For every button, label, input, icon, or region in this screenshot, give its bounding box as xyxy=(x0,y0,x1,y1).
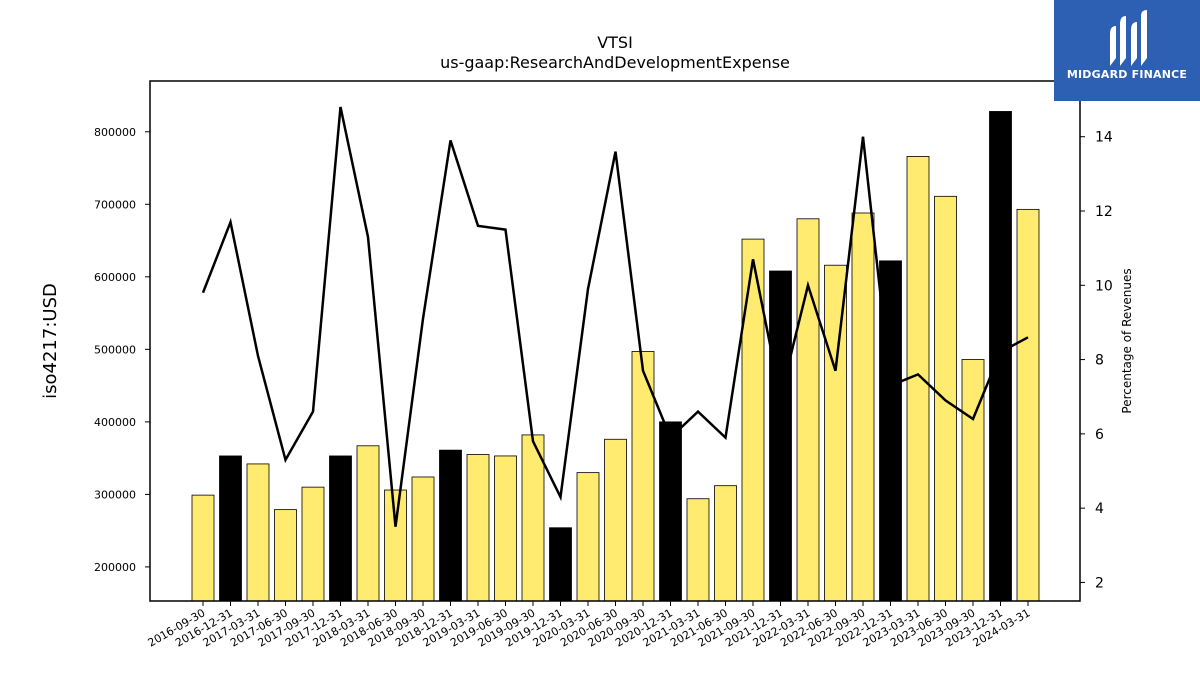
bar-2018-09-30 xyxy=(411,476,435,602)
y-tick-label: 500000 xyxy=(94,343,136,356)
bar-2021-12-31 xyxy=(769,270,792,602)
bar-2019-03-31 xyxy=(466,454,490,602)
x-axis: 2016-09-302016-12-312017-03-312017-06-30… xyxy=(146,601,1033,650)
bar-2017-06-30 xyxy=(274,509,297,602)
y-tick-label: 400000 xyxy=(94,416,136,429)
bar-2020-03-31 xyxy=(576,472,600,602)
y2-tick-label: 10 xyxy=(1095,278,1113,294)
bar-2016-12-31 xyxy=(219,455,242,602)
y2-tick-label: 6 xyxy=(1095,427,1104,443)
y2-tick-label: 12 xyxy=(1095,204,1113,220)
bar-2017-03-31 xyxy=(246,463,270,602)
bar-2018-12-31 xyxy=(439,449,462,602)
bar-2020-12-31 xyxy=(659,421,682,602)
midgard-logo-icon xyxy=(1110,10,1147,66)
percentage-line xyxy=(201,106,1029,527)
bar-2023-06-30 xyxy=(934,195,957,602)
bar-2021-03-31 xyxy=(686,498,710,602)
y-tick-label: 200000 xyxy=(94,561,136,574)
bar-2017-09-30 xyxy=(301,486,325,602)
bar-2022-03-31 xyxy=(796,218,820,602)
y-axis-label: iso4217:USD xyxy=(40,283,61,399)
bar-2016-09-30 xyxy=(191,494,215,602)
bar-2023-09-30 xyxy=(961,359,985,602)
bar-2022-09-30 xyxy=(851,212,875,602)
y-tick-label: 800000 xyxy=(94,126,136,139)
bar-2019-12-31 xyxy=(549,527,572,602)
bar-2023-12-31 xyxy=(989,111,1012,602)
brand-logo: MIDGARD FINANCE xyxy=(1054,0,1200,101)
left-axis: 200000 300000 400000 500000 600000 700000 8000… xyxy=(94,126,150,574)
y2-axis-label: Percentage of Revenues xyxy=(1120,268,1134,413)
right-axis: 2 4 6 8 10 12 14 xyxy=(1080,130,1113,591)
y-tick-label: 300000 xyxy=(94,488,136,501)
bar-2018-06-30 xyxy=(384,489,407,602)
bar-2018-03-31 xyxy=(356,445,380,602)
bar-2019-06-30 xyxy=(494,455,517,602)
y2-tick-label: 2 xyxy=(1095,575,1104,591)
bar-2021-06-30 xyxy=(714,485,737,602)
y2-tick-label: 4 xyxy=(1095,501,1104,517)
y2-tick-label: 8 xyxy=(1095,353,1104,369)
bar-2020-06-30 xyxy=(604,438,627,602)
y-tick-label: 600000 xyxy=(94,271,136,284)
brand-name: MIDGARD FINANCE xyxy=(1066,68,1188,81)
chart-title: VTSI xyxy=(597,33,633,52)
y-tick-label: 700000 xyxy=(94,198,136,211)
chart-subtitle: us-gaap:ResearchAndDevelopmentExpense xyxy=(440,53,790,72)
y2-tick-label: 14 xyxy=(1095,130,1113,146)
bar-2019-09-30 xyxy=(521,434,545,602)
bar-2017-12-31 xyxy=(329,455,352,602)
bar-2024-03-31 xyxy=(1016,208,1040,602)
bars-group xyxy=(191,111,1040,602)
line-group xyxy=(201,106,1029,527)
